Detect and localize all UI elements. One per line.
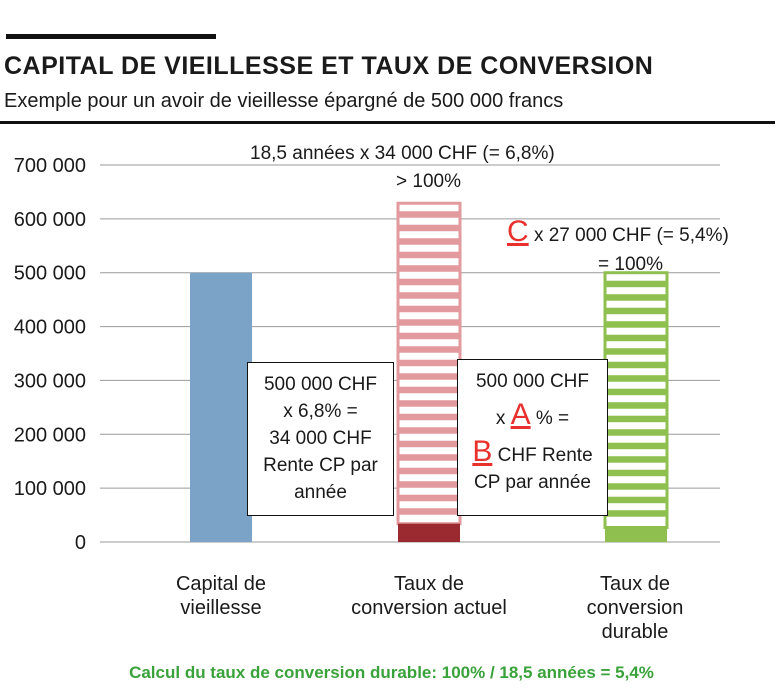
bar-stripe (398, 481, 460, 488)
durable-rate-note-1: C x 27 000 CHF (= 5,4%) (507, 215, 729, 248)
y-tick-label: 300 000 (14, 370, 86, 392)
bar-base (398, 523, 460, 542)
bar-stripe (605, 429, 667, 436)
bar-stripe (398, 211, 460, 218)
y-tick-label: 700 000 (14, 155, 86, 177)
top-rule (6, 34, 216, 39)
bar-stripe (398, 265, 460, 272)
bar-stripe (398, 440, 460, 448)
bar-stripe (605, 294, 667, 301)
calc-line: année (294, 482, 347, 503)
bar-stripe (398, 319, 460, 326)
bar-stripe (605, 307, 667, 315)
y-tick-label: 200 000 (14, 424, 86, 446)
bar-stripe (398, 454, 460, 461)
bar-stripe (398, 346, 460, 353)
bar-stripe (605, 348, 667, 355)
current-rate-note-1: 18,5 années x 34 000 CHF (= 6,8%) (250, 143, 555, 164)
bar-stripe (605, 321, 667, 328)
bar-stripe (605, 456, 667, 463)
bar-stripe (605, 469, 667, 477)
bar-stripe (605, 280, 667, 288)
durable-rate-text: x 27 000 CHF (= 5,4%) (528, 225, 729, 246)
bar-stripe (605, 510, 667, 517)
y-tick-label: 500 000 (14, 263, 86, 285)
bar-stripe (398, 413, 460, 421)
subtitle-rule (0, 121, 775, 124)
bar-stripe (398, 508, 460, 515)
bar-base (605, 527, 667, 542)
calc-line: B CHF Rente (472, 435, 593, 468)
calc-line: x A % = (495, 398, 570, 431)
chart-subtitle: Exemple pour un avoir de vieillesse épar… (4, 90, 564, 112)
calc-line: CP par année (474, 472, 591, 493)
calc-line: x 6,8% = (283, 401, 358, 422)
bar-stripe (398, 251, 460, 259)
y-tick-label: 600 000 (14, 209, 86, 231)
calc-line: 500 000 CHF (263, 374, 377, 395)
bar-stripe (605, 361, 667, 369)
footer-note: Calcul du taux de conversion durable: 10… (129, 663, 654, 682)
bar-stripe (605, 334, 667, 342)
bar-stripe (398, 427, 460, 434)
calc-line: 34 000 CHF (269, 428, 372, 449)
bar-stripe (605, 375, 667, 382)
y-tick-label: 100 000 (14, 478, 86, 500)
bar-stripe (398, 467, 460, 475)
bar-stripe (605, 402, 667, 409)
category-label-current: Taux de conversion actuel (351, 573, 507, 619)
letter-a: A (510, 398, 531, 431)
calc-box-durable: 500 000 CHF x A % = B CHF Rente CP par a… (457, 359, 608, 516)
bar-stripe (398, 238, 460, 245)
calc-line: Rente CP par (263, 455, 378, 476)
durable-rate-note-2: = 100% (598, 254, 663, 275)
category-label-capital: Capital de vieillesse (175, 573, 267, 619)
bar-stripe (398, 373, 460, 380)
bar-stripe (398, 400, 460, 407)
bar-stripe (605, 442, 667, 450)
category-label-durable: Taux de conversion durable (586, 573, 684, 643)
calc-box-current: 500 000 CHF x 6,8% = 34 000 CHF Rente CP… (247, 362, 394, 516)
bar-stripe (605, 483, 667, 490)
bar-stripe (398, 292, 460, 299)
bar-stripe (398, 359, 460, 367)
letter-c: C (507, 215, 529, 248)
bar-stripe (605, 415, 667, 423)
bar-capital (190, 272, 252, 542)
bar-stripe (398, 305, 460, 313)
calc-line: 500 000 CHF (475, 371, 589, 392)
y-tick-label: 0 (75, 532, 86, 554)
bar-stripe (605, 388, 667, 396)
current-rate-note-2: > 100% (396, 171, 461, 192)
bar-stripe (398, 386, 460, 394)
chart-title: CAPITAL DE VIEILLESSE ET TAUX DE CONVERS… (4, 52, 654, 80)
y-tick-label: 400 000 (14, 317, 86, 339)
letter-b: B (472, 435, 493, 468)
bar-stripe (398, 494, 460, 502)
bar-stripe (605, 496, 667, 504)
bar-stripe (398, 278, 460, 286)
bar-stripe (398, 224, 460, 232)
bar-stripe (398, 332, 460, 340)
